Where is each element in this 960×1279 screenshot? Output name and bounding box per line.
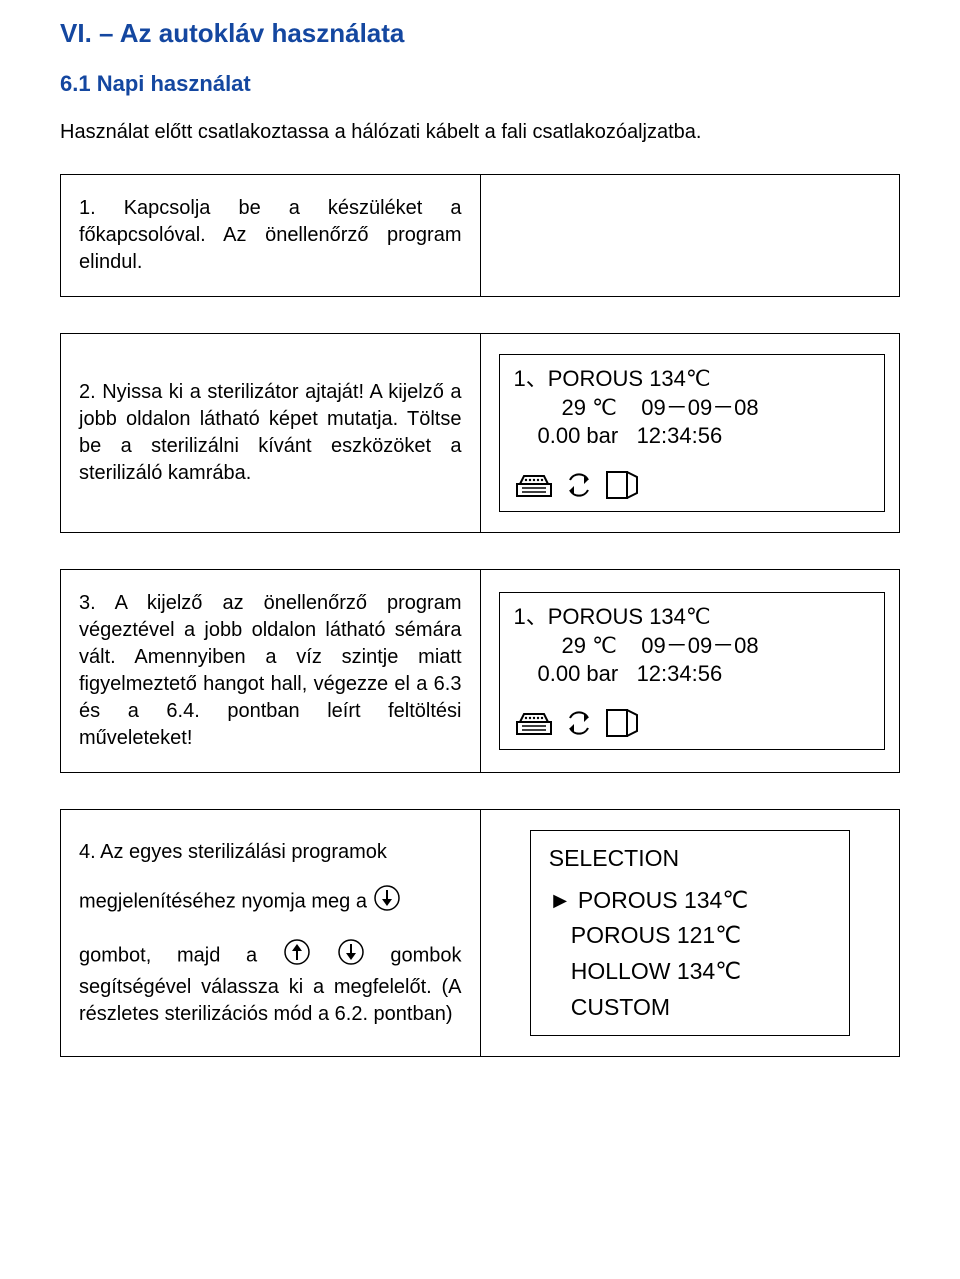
tray-icon (514, 470, 554, 500)
lcd2-icons (514, 707, 640, 739)
step4-text-b: gombot, majd a (79, 944, 283, 966)
down-button-icon-2 (337, 938, 365, 974)
step4-text-cell: 4. Az egyes sterilizálási programok megj… (61, 810, 481, 1057)
step-row-1: 1. Kapcsolja be a készüléket a főkapcsol… (60, 174, 900, 297)
step-row-3: 3. A kijelző az önellenőrző program vége… (60, 569, 900, 773)
step4-text-a: 4. Az egyes sterilizálási programok (79, 841, 387, 863)
step1-text: 1. Kapcsolja be a készüléket a főkapcsol… (61, 175, 481, 297)
door-icon (604, 469, 640, 501)
lcd-line2: 29 ℃ 09－09－08 (514, 394, 870, 423)
up-button-icon (283, 938, 311, 974)
page: VI. – Az autokláv használata 6.1 Napi ha… (0, 0, 960, 1133)
step2-text: 2. Nyissa ki a sterilizátor ajtaját! A k… (61, 334, 481, 533)
lcd2-line3: 0.00 bar 12:34:56 (514, 660, 870, 689)
step-row-4: 4. Az egyes sterilizálási programok megj… (60, 809, 900, 1057)
section-title: VI. – Az autokláv használata (60, 18, 900, 49)
door-icon (604, 707, 640, 739)
cycle-icon (564, 708, 594, 738)
lcd-icons (514, 469, 640, 501)
lcd-line3: 0.00 bar 12:34:56 (514, 422, 870, 451)
selection-item-1: POROUS 121℃ (549, 918, 831, 954)
step4-display-cell: SELECTION ► POROUS 134℃ POROUS 121℃ HOLL… (480, 810, 900, 1057)
down-button-icon (373, 884, 401, 920)
step1-display-cell (480, 175, 900, 297)
selection-panel: SELECTION ► POROUS 134℃ POROUS 121℃ HOLL… (530, 830, 850, 1036)
section-subtitle: 6.1 Napi használat (60, 71, 900, 97)
tray-icon (514, 708, 554, 738)
step-row-2: 2. Nyissa ki a sterilizátor ajtaját! A k… (60, 333, 900, 533)
lcd2-line2: 29 ℃ 09－09－08 (514, 632, 870, 661)
lcd-line1: 1、POROUS 134℃ (514, 365, 870, 394)
selection-item-3: CUSTOM (549, 990, 831, 1026)
lcd-display-1: 1、POROUS 134℃ 29 ℃ 09－09－08 0.00 bar 12:… (499, 354, 885, 512)
lcd2-line1: 1、POROUS 134℃ (514, 603, 870, 632)
selection-item-2: HOLLOW 134℃ (549, 954, 831, 990)
step2-display-cell: 1、POROUS 134℃ 29 ℃ 09－09－08 0.00 bar 12:… (480, 334, 900, 533)
selection-title: SELECTION (549, 841, 831, 877)
selection-item-0: ► POROUS 134℃ (549, 883, 831, 919)
lcd-display-2: 1、POROUS 134℃ 29 ℃ 09－09－08 0.00 bar 12:… (499, 592, 885, 750)
intro-paragraph: Használat előtt csatlakoztassa a hálózat… (60, 119, 900, 146)
step3-text: 3. A kijelző az önellenőrző program vége… (61, 570, 481, 773)
cycle-icon (564, 470, 594, 500)
step3-display-cell: 1、POROUS 134℃ 29 ℃ 09－09－08 0.00 bar 12:… (480, 570, 900, 773)
